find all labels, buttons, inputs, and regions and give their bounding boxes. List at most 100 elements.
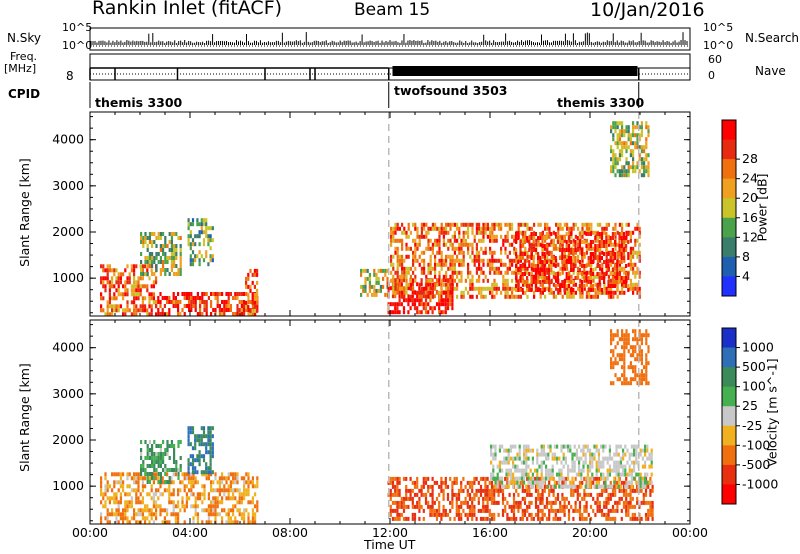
echo-cell xyxy=(616,333,619,338)
echo-cell xyxy=(584,460,587,465)
echo-cell xyxy=(517,508,520,513)
echo-cell xyxy=(610,286,613,291)
echo-cell xyxy=(565,248,568,252)
echo-cell xyxy=(633,464,636,469)
echo-cell xyxy=(256,508,259,513)
echo-cell xyxy=(403,226,406,231)
echo-cell xyxy=(484,516,487,521)
echo-cell xyxy=(628,452,631,457)
echo-cell xyxy=(539,288,542,292)
echo-cell xyxy=(108,288,111,293)
echo-cell xyxy=(517,284,520,288)
colorbar-segment xyxy=(722,217,736,238)
echo-cell xyxy=(524,290,527,295)
echo-cell xyxy=(142,240,145,244)
echo-cell xyxy=(190,504,193,509)
echo-cell xyxy=(159,504,162,509)
echo-cell xyxy=(595,468,598,473)
echo-cell xyxy=(629,254,632,259)
echo-cell xyxy=(445,254,448,259)
echo-cell xyxy=(407,266,410,271)
echo-cell xyxy=(648,480,651,485)
echo-cell xyxy=(567,516,571,521)
echo-cell xyxy=(589,460,592,465)
echo-cell xyxy=(548,252,551,256)
echo-cell xyxy=(212,500,215,505)
echo-cell xyxy=(539,508,542,513)
echo-cell xyxy=(194,476,197,481)
echo-cell xyxy=(618,260,621,264)
echo-cell xyxy=(453,262,456,267)
echo-cell xyxy=(117,272,120,277)
echo-cell xyxy=(429,290,432,295)
echo-cell xyxy=(179,480,182,485)
echo-cell xyxy=(577,242,580,247)
echo-cell xyxy=(516,484,519,489)
echo-cell xyxy=(581,480,584,485)
echo-cell xyxy=(548,264,551,268)
echo-cell xyxy=(644,488,648,493)
echo-cell xyxy=(106,312,109,317)
echo-cell xyxy=(451,492,454,497)
echo-cell xyxy=(420,294,423,299)
echo-cell xyxy=(427,290,430,295)
echo-cell xyxy=(540,452,543,457)
echo-cell xyxy=(639,484,642,489)
echo-cell xyxy=(394,286,397,291)
echo-cell xyxy=(214,472,217,477)
echo-cell xyxy=(159,484,162,489)
echo-cell xyxy=(614,173,617,178)
echo-cell xyxy=(621,282,624,287)
echo-cell xyxy=(221,496,224,501)
echo-cell xyxy=(442,290,445,295)
echo-cell xyxy=(168,232,171,236)
echo-cell xyxy=(554,508,557,513)
echo-cell xyxy=(420,278,423,283)
echo-cell xyxy=(161,480,164,485)
echo-cell xyxy=(212,504,215,509)
echo-cell xyxy=(540,460,543,465)
echo-cell xyxy=(405,488,408,493)
echo-cell xyxy=(545,456,548,461)
echo-cell xyxy=(247,284,250,289)
echo-cell xyxy=(556,236,559,240)
echo-cell xyxy=(159,492,162,497)
echo-cell xyxy=(364,276,367,281)
echo-cell xyxy=(209,258,212,263)
echo-cell xyxy=(598,244,601,248)
echo-cell xyxy=(177,440,180,444)
echo-cell xyxy=(612,381,615,386)
echo-cell xyxy=(523,476,526,481)
echo-cell xyxy=(625,145,628,150)
echo-cell xyxy=(253,292,256,297)
echo-cell xyxy=(209,450,212,455)
echo-cell xyxy=(409,294,412,299)
echo-cell xyxy=(212,308,215,312)
echo-cell xyxy=(614,246,617,251)
echo-cell xyxy=(646,448,649,453)
echo-cell xyxy=(442,230,445,235)
echo-cell xyxy=(174,296,177,300)
echo-cell xyxy=(507,480,510,485)
echo-cell xyxy=(405,516,408,521)
echo-cell xyxy=(519,264,522,268)
echo-cell xyxy=(640,157,643,162)
echo-cell xyxy=(133,292,136,297)
echo-cell xyxy=(163,508,166,513)
echo-cell xyxy=(602,476,605,481)
echo-cell xyxy=(651,488,654,493)
echo-cell xyxy=(462,230,465,235)
echo-cell xyxy=(550,280,553,284)
echo-cell xyxy=(398,278,401,283)
echo-cell xyxy=(100,488,103,493)
echo-cell xyxy=(519,270,522,275)
echo-cell xyxy=(148,520,151,525)
echo-cell xyxy=(438,270,441,275)
echo-cell xyxy=(585,500,588,505)
echo-cell xyxy=(447,238,450,243)
echo-cell xyxy=(247,476,250,481)
echo-cell xyxy=(523,260,526,264)
echo-cell xyxy=(605,286,608,291)
echo-cell xyxy=(543,512,546,517)
echo-cell xyxy=(391,310,395,315)
